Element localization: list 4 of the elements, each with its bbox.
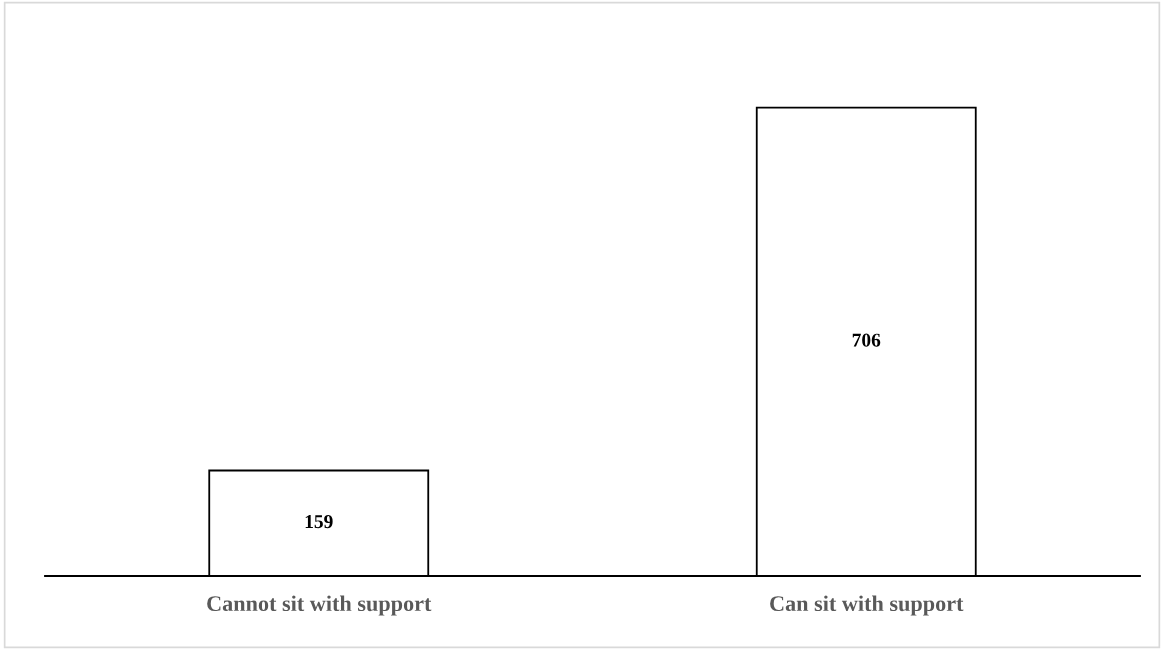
x-tick-label: Cannot sit with support bbox=[207, 595, 432, 616]
x-tick-label: Can sit with support bbox=[770, 595, 964, 616]
data-label: 159 bbox=[305, 515, 333, 529]
data-label: 706 bbox=[852, 333, 881, 347]
